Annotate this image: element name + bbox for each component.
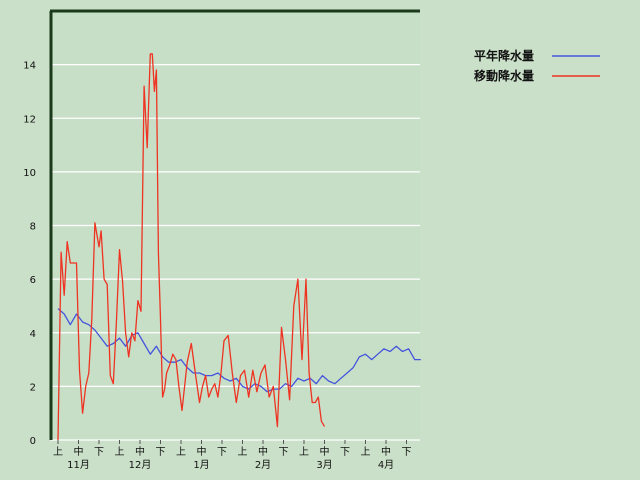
x-month-label: 1月	[193, 459, 209, 471]
x-month-label: 12月	[129, 459, 152, 471]
series-line-1	[57, 53, 326, 441]
x-sub-label: 中	[381, 445, 391, 458]
y-tick-label: 10	[23, 168, 36, 179]
x-sub-label: 下	[156, 447, 166, 458]
y-tick-label: 2	[30, 382, 36, 393]
series-lines	[57, 53, 421, 441]
x-month-label: 2月	[255, 459, 271, 471]
legend-label: 移動降水量	[474, 68, 534, 83]
x-axis: 上中下上中下上中下上中下上中下上中下11月 12月 1月 2月 3月 4月	[53, 440, 412, 471]
x-sub-label: 下	[94, 447, 104, 458]
y-tick-label: 0	[30, 436, 36, 447]
x-sub-label: 上	[53, 446, 63, 458]
y-tick-label: 4	[30, 329, 36, 340]
x-sub-label: 下	[402, 447, 412, 458]
y-tick-label: 6	[30, 275, 36, 286]
x-sub-label: 中	[135, 445, 145, 458]
x-sub-label: 下	[279, 447, 289, 458]
y-tick-label: 8	[30, 222, 36, 233]
x-sub-label: 上	[238, 446, 248, 458]
x-sub-label: 下	[340, 447, 350, 458]
x-sub-label: 上	[299, 446, 309, 458]
x-sub-label: 中	[197, 445, 207, 458]
x-month-label: 3月	[316, 459, 332, 471]
y-tick-label: 12	[23, 114, 36, 125]
x-sub-label: 上	[115, 446, 125, 458]
x-sub-label: 中	[320, 445, 330, 458]
y-tick-label: 14	[23, 61, 36, 72]
x-sub-label: 上	[361, 446, 371, 458]
x-sub-label: 上	[176, 446, 186, 458]
x-sub-label: 中	[258, 445, 268, 458]
x-sub-label: 下	[217, 447, 227, 458]
legend-label: 平年降水量	[474, 48, 534, 63]
x-month-label: 11月	[67, 459, 90, 471]
x-month-label: 4月	[378, 459, 394, 471]
gridlines	[50, 64, 420, 441]
y-axis: 0 2 4 6 8 10 12 14	[23, 61, 36, 447]
x-sub-label: 中	[74, 445, 84, 458]
